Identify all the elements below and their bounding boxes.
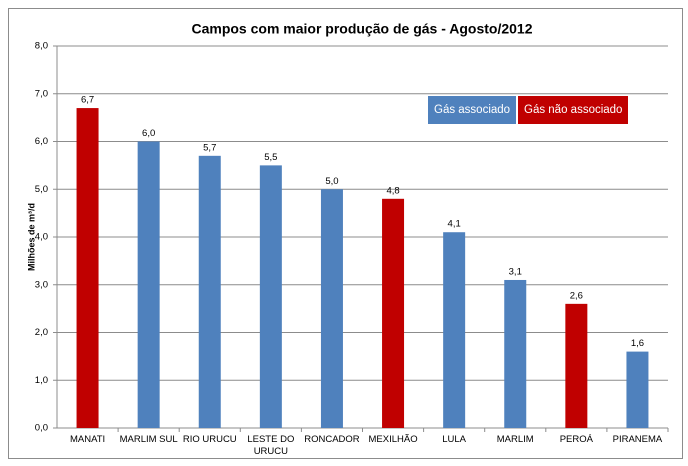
- bar: [76, 108, 99, 428]
- y-axis-label: Milhões de m³/d: [26, 203, 36, 271]
- x-tick-label: RIO URUCU: [182, 434, 237, 445]
- x-tick-label: MARLIM: [496, 434, 534, 445]
- value-label: 3,1: [509, 266, 522, 277]
- legend-item: Gás não associado: [518, 96, 629, 124]
- y-tick-label: 2,0: [35, 327, 48, 338]
- bar: [565, 303, 588, 428]
- y-tick-label: 8,0: [35, 41, 48, 52]
- x-tick-label: LESTE DO URUCU: [247, 434, 295, 457]
- value-label: 5,5: [264, 152, 277, 163]
- value-label: 4,1: [448, 219, 461, 230]
- x-tick-label: PIRANEMA: [612, 434, 663, 445]
- x-tick-label: MARLIM SUL: [119, 434, 178, 445]
- y-tick-label: 5,0: [35, 184, 48, 195]
- bar: [626, 351, 649, 428]
- x-tick-label: MANATI: [69, 434, 106, 445]
- chart-title: Campos com maior produção de gás - Agost…: [191, 21, 532, 37]
- bar: [198, 155, 221, 428]
- y-tick-label: 1,0: [35, 375, 48, 386]
- y-tick-label: 0,0: [35, 423, 48, 434]
- value-label: 5,0: [325, 176, 338, 187]
- value-label: 5,7: [203, 142, 216, 153]
- y-tick-label: 6,0: [35, 136, 48, 147]
- x-tick-label: RONCADOR: [304, 434, 360, 445]
- x-tick-label: PEROÁ: [559, 434, 593, 445]
- bar: [137, 141, 160, 428]
- bar: [320, 189, 343, 428]
- y-tick-label: 3,0: [35, 279, 48, 290]
- x-tick-label: LULA: [442, 434, 467, 445]
- value-label: 4,8: [386, 185, 399, 196]
- y-tick-label: 4,0: [35, 232, 48, 243]
- bar: [382, 198, 405, 428]
- bar: [259, 165, 282, 428]
- legend-item: Gás associado: [428, 96, 517, 124]
- x-tick-label: MEXILHÃO: [368, 434, 418, 445]
- bar: [443, 232, 466, 428]
- value-label: 1,6: [631, 338, 644, 349]
- y-tick-label: 7,0: [35, 88, 48, 99]
- value-label: 6,7: [81, 95, 94, 106]
- bar: [504, 279, 527, 428]
- value-label: 2,6: [570, 290, 583, 301]
- value-label: 6,0: [142, 128, 155, 139]
